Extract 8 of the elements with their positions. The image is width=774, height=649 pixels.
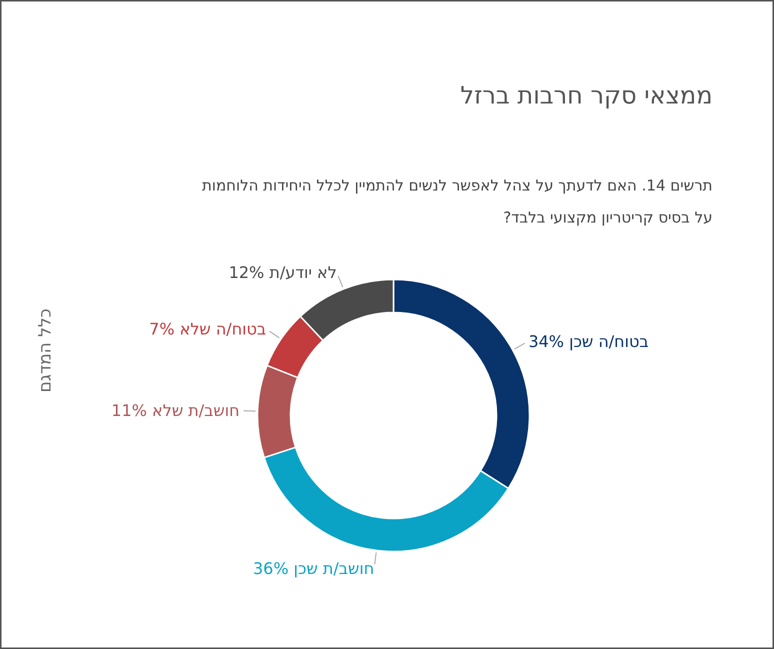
slice-label: בטוח/ה שלא 7%	[149, 319, 266, 338]
slice-label: חושב/ת שלא 11%	[111, 401, 240, 420]
slice-label: בטוח/ה שכן 34%	[528, 332, 649, 351]
chart-subtitle: תרשים 14. האם לדעתך על צהל לאפשר לנשים להתמיין לכלל היחידות הלוחמות על בסיס קריטריון מקצועי בלבד?	[202, 176, 713, 226]
text: כלל המדגם	[36, 308, 56, 392]
slice-label: לא יודע/ת 12%	[228, 262, 337, 282]
slice-label: חושב/ת שכן 36%	[253, 558, 374, 578]
chart-title: ממצאי סקר חרבות ברזל	[460, 82, 713, 110]
